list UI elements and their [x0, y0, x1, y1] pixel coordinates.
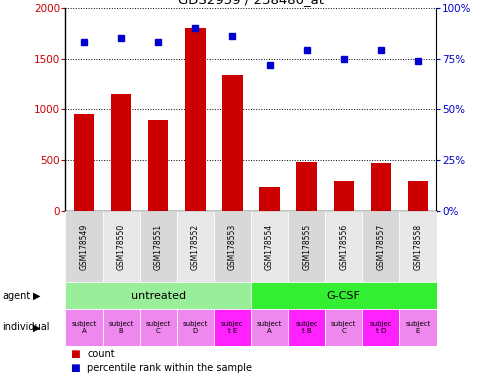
- Text: subject
E: subject E: [405, 321, 430, 334]
- Bar: [148, 120, 168, 211]
- Bar: [251, 282, 436, 309]
- Text: GSM178552: GSM178552: [190, 223, 199, 270]
- Bar: [287, 309, 324, 346]
- Text: subject
A: subject A: [71, 321, 96, 334]
- Bar: [74, 114, 94, 211]
- Text: GSM178555: GSM178555: [302, 223, 311, 270]
- Text: subjec
t D: subjec t D: [369, 321, 392, 334]
- Text: GSM178551: GSM178551: [153, 223, 163, 270]
- Bar: [324, 211, 362, 282]
- Text: G-CSF: G-CSF: [326, 291, 360, 301]
- Text: ▶: ▶: [33, 291, 40, 301]
- Bar: [399, 309, 436, 346]
- Text: ■: ■: [70, 363, 80, 373]
- Bar: [324, 309, 362, 346]
- Text: ▶: ▶: [33, 322, 40, 333]
- Bar: [176, 211, 213, 282]
- Bar: [222, 75, 242, 211]
- Text: GSM178554: GSM178554: [264, 223, 273, 270]
- Bar: [139, 309, 176, 346]
- Bar: [287, 211, 324, 282]
- Bar: [251, 211, 287, 282]
- Text: GSM178556: GSM178556: [338, 223, 348, 270]
- Text: percentile rank within the sample: percentile rank within the sample: [87, 363, 252, 373]
- Text: subjec
t E: subjec t E: [221, 321, 243, 334]
- Text: subject
C: subject C: [331, 321, 356, 334]
- Bar: [213, 211, 251, 282]
- Bar: [259, 187, 279, 211]
- Bar: [65, 211, 102, 282]
- Bar: [362, 211, 399, 282]
- Title: GDS2959 / 238480_at: GDS2959 / 238480_at: [178, 0, 323, 7]
- Bar: [111, 94, 131, 211]
- Text: GSM178553: GSM178553: [227, 223, 237, 270]
- Text: untreated: untreated: [130, 291, 185, 301]
- Text: subject
D: subject D: [182, 321, 208, 334]
- Text: subject
A: subject A: [257, 321, 282, 334]
- Text: individual: individual: [2, 322, 50, 333]
- Text: GSM178558: GSM178558: [412, 223, 422, 270]
- Text: subject
B: subject B: [108, 321, 134, 334]
- Text: subject
C: subject C: [145, 321, 170, 334]
- Text: subjec
t B: subjec t B: [295, 321, 318, 334]
- Bar: [65, 309, 102, 346]
- Text: count: count: [87, 349, 115, 359]
- Bar: [65, 282, 251, 309]
- Bar: [399, 211, 436, 282]
- Bar: [370, 163, 390, 211]
- Text: GSM178557: GSM178557: [376, 223, 385, 270]
- Bar: [102, 309, 139, 346]
- Text: GSM178550: GSM178550: [116, 223, 125, 270]
- Text: ■: ■: [70, 349, 80, 359]
- Bar: [296, 162, 316, 211]
- Bar: [407, 181, 427, 211]
- Bar: [362, 309, 399, 346]
- Bar: [176, 309, 213, 346]
- Text: GSM178549: GSM178549: [79, 223, 89, 270]
- Bar: [139, 211, 176, 282]
- Bar: [185, 28, 205, 211]
- Bar: [102, 211, 139, 282]
- Text: agent: agent: [2, 291, 30, 301]
- Bar: [213, 309, 251, 346]
- Bar: [333, 181, 353, 211]
- Bar: [251, 309, 287, 346]
